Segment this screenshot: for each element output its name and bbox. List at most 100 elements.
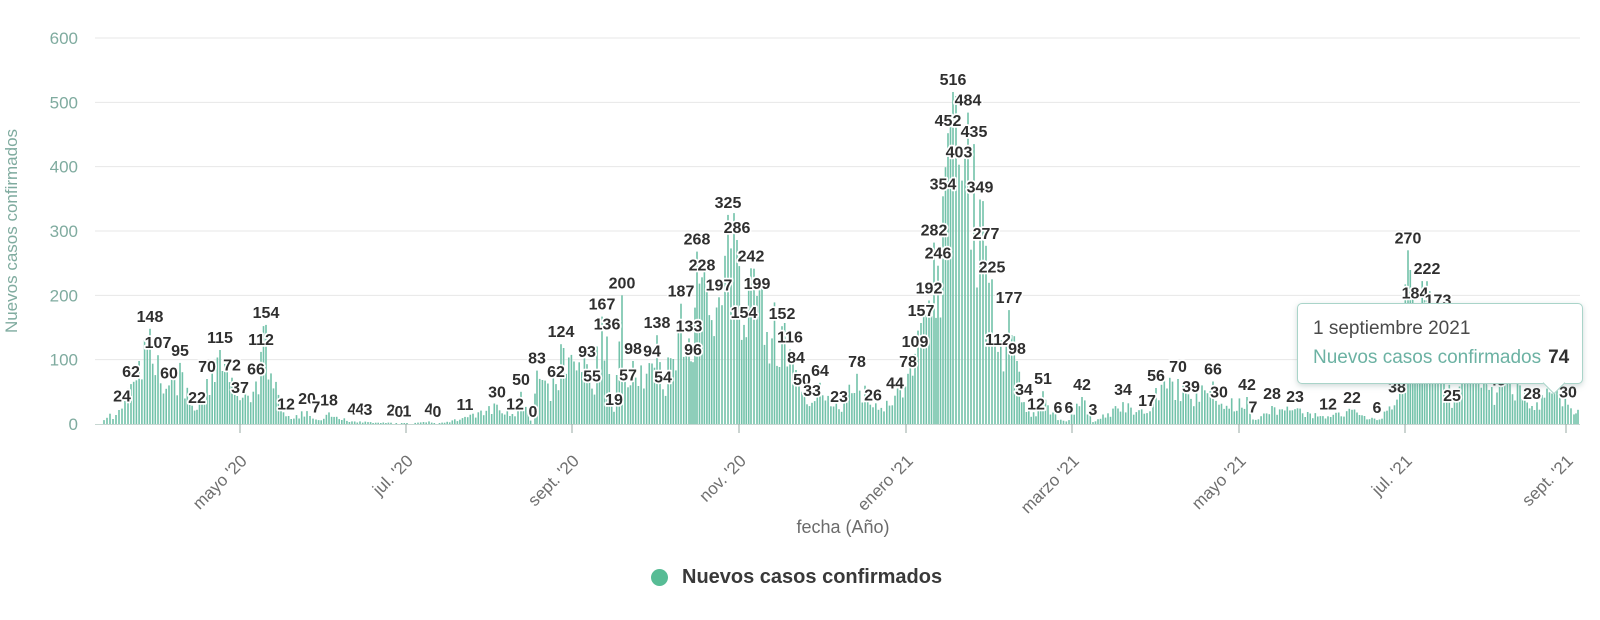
bar[interactable] [359,421,361,424]
bar[interactable] [1104,417,1107,424]
bar[interactable] [1528,408,1531,424]
bar[interactable] [1160,384,1163,424]
bar[interactable] [552,376,555,424]
bar[interactable] [1086,414,1089,425]
legend[interactable]: Nuevos casos confirmados [651,566,942,589]
bar[interactable] [1073,414,1075,424]
bar[interactable] [624,373,626,425]
bar[interactable] [588,381,591,424]
bar[interactable] [1246,397,1248,424]
bar[interactable] [1296,408,1299,424]
bar[interactable] [944,167,947,424]
bar[interactable] [710,320,713,424]
bar[interactable] [1348,408,1351,424]
bar[interactable] [1506,381,1509,424]
bar[interactable] [961,180,963,424]
bar[interactable] [904,386,907,424]
bar[interactable] [196,409,198,424]
bar[interactable] [103,420,105,424]
bar[interactable] [425,422,427,424]
bar[interactable] [988,282,990,424]
bar[interactable] [606,336,608,425]
bar[interactable] [132,381,135,424]
bar[interactable] [262,326,265,424]
bar[interactable] [1536,402,1538,424]
bar[interactable] [645,373,648,424]
bar[interactable] [149,328,151,424]
bar[interactable] [1114,406,1117,424]
bar[interactable] [236,396,239,424]
bar[interactable] [509,416,511,424]
bar[interactable] [451,420,454,424]
bar[interactable] [1010,335,1013,424]
bar[interactable] [1097,419,1099,424]
bar[interactable] [1514,400,1516,425]
bar[interactable] [685,349,688,424]
bar[interactable] [1062,420,1065,424]
bar[interactable] [1299,408,1301,424]
bar[interactable] [1112,408,1114,424]
bar[interactable] [121,408,123,424]
bar[interactable] [798,385,800,424]
bar[interactable] [165,388,167,424]
bar[interactable] [1122,402,1124,424]
bar[interactable] [598,372,601,425]
bar[interactable] [159,383,162,424]
bar[interactable] [330,416,333,424]
bar[interactable] [640,365,642,424]
bar[interactable] [1177,379,1179,424]
bar[interactable] [753,268,755,424]
bar[interactable] [603,360,606,424]
bar[interactable] [877,409,880,424]
bar[interactable] [888,405,891,424]
bar[interactable] [1559,393,1561,424]
bar[interactable] [1464,353,1466,424]
bar[interactable] [1263,413,1265,425]
bar[interactable] [708,315,711,424]
bar[interactable] [783,323,786,424]
bar[interactable] [667,357,669,424]
bar[interactable] [627,387,629,424]
bar[interactable] [763,344,766,424]
bar[interactable] [994,345,996,424]
bar[interactable] [701,277,703,424]
bar[interactable] [106,417,108,424]
bar[interactable] [168,385,170,424]
bar[interactable] [1291,410,1294,424]
bar[interactable] [482,415,485,424]
bar[interactable] [1037,409,1040,424]
bar[interactable] [188,405,191,424]
bar[interactable] [811,402,813,424]
bar[interactable] [808,406,811,424]
bar[interactable] [738,266,741,424]
bar[interactable] [1564,394,1567,425]
bar[interactable] [651,363,653,425]
bar[interactable] [219,350,221,424]
bar[interactable] [1440,353,1442,424]
bar[interactable] [1049,414,1052,425]
bar[interactable] [244,389,247,424]
bar[interactable] [406,423,408,424]
bar[interactable] [367,422,369,424]
bar[interactable] [1543,397,1546,424]
bar[interactable] [1102,414,1104,425]
bar[interactable] [1138,410,1140,424]
bar[interactable] [1546,388,1548,424]
bar[interactable] [1294,409,1296,424]
bar[interactable] [648,363,651,424]
bar[interactable] [1035,416,1037,424]
bar[interactable] [1243,408,1246,424]
bar[interactable] [216,357,219,425]
bar[interactable] [1265,413,1268,424]
bar[interactable] [758,290,761,424]
bar[interactable] [303,416,306,424]
bar[interactable] [601,316,603,424]
bar[interactable] [1023,402,1025,424]
bar[interactable] [718,297,720,424]
bar[interactable] [228,382,231,424]
bar[interactable] [272,388,275,424]
bar[interactable] [181,372,184,424]
bar[interactable] [899,388,901,424]
bar[interactable] [1166,388,1168,425]
bar[interactable] [1386,410,1388,424]
